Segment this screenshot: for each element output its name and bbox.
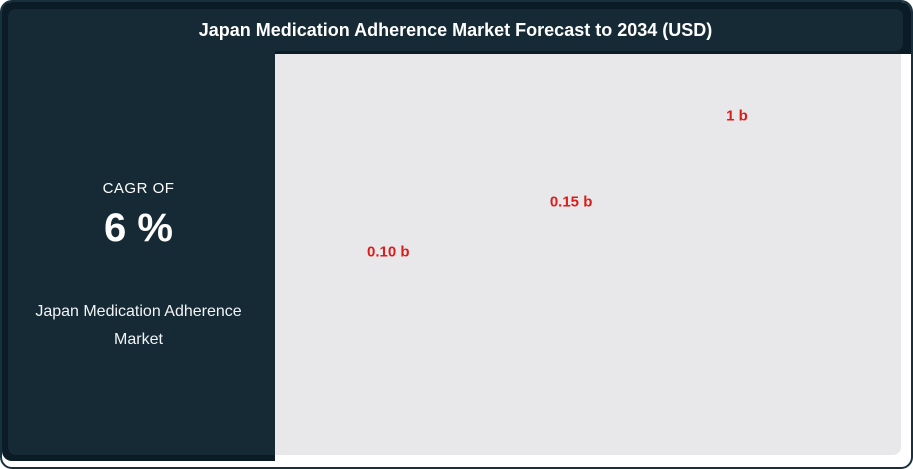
sidebar-inner-panel bbox=[8, 9, 275, 455]
cagr-label: CAGR OF bbox=[102, 180, 175, 197]
chart-plot-area: 0.10 b 0.15 b 1 b bbox=[275, 54, 901, 455]
bar-value-label: 0.10 b bbox=[367, 243, 410, 261]
bar-value-label: 1 b bbox=[726, 107, 748, 125]
cagr-value: 6 % bbox=[104, 206, 173, 250]
market-name: Japan Medication Adherence Market bbox=[35, 303, 242, 348]
bar-value-label: 0.15 b bbox=[549, 193, 593, 211]
page-title: Japan Medication Adherence Market Foreca… bbox=[198, 20, 713, 40]
title-bar: Japan Medication Adherence Market Foreca… bbox=[8, 9, 903, 51]
